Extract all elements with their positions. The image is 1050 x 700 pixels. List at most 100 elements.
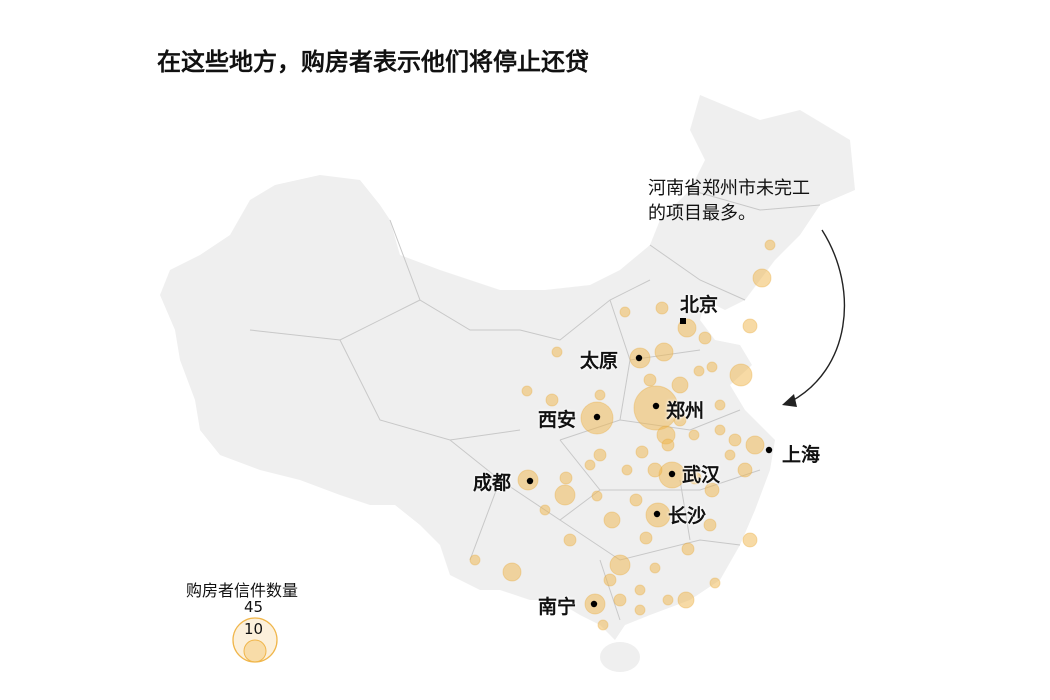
city-dot-chengdu: [526, 477, 534, 485]
letter-count-bubble: [704, 482, 720, 498]
letter-count-bubble: [635, 445, 649, 459]
letter-count-bubble: [634, 584, 646, 596]
city-dot-taiyuan: [635, 354, 643, 362]
letter-count-bubble: [649, 562, 661, 574]
province-border: [649, 244, 746, 301]
city-label-xian: 西安: [538, 409, 577, 431]
letter-count-bubble: [681, 542, 695, 556]
letter-count-bubble: [688, 429, 700, 441]
letter-count-bubble: [545, 393, 559, 407]
city-label-nanning: 南宁: [538, 596, 577, 618]
arrow-head: [782, 394, 797, 407]
legend-value-large: 45: [244, 598, 264, 616]
city-dot-shanghai: [765, 446, 773, 454]
province-border: [559, 519, 741, 561]
legend-circle-small: [243, 639, 267, 663]
annotation-line-2: 的项目最多。: [648, 203, 756, 224]
province-border: [449, 439, 601, 521]
letter-count-bubble: [693, 365, 705, 377]
china-land: [160, 95, 855, 640]
bubbles: [469, 239, 776, 631]
letter-count-bubble: [752, 268, 772, 288]
letter-count-bubble: [714, 424, 726, 436]
letter-count-bubble: [655, 301, 669, 315]
letter-count-bubble: [554, 484, 576, 506]
city-label-changsha: 长沙: [668, 505, 707, 527]
province-border: [339, 339, 521, 441]
province-border: [519, 279, 651, 341]
letter-count-bubble: [688, 471, 702, 485]
letter-count-bubble: [597, 619, 609, 631]
annotation-arrow: [789, 229, 846, 403]
letter-count-bubble: [469, 554, 481, 566]
province-border: [469, 479, 501, 561]
letter-count-bubble: [724, 449, 736, 461]
letter-count-bubble: [706, 361, 718, 373]
legend-value-small: 10: [244, 620, 264, 638]
letter-count-bubble: [634, 604, 646, 616]
letter-count-bubble: [593, 448, 607, 462]
letter-count-bubble: [603, 511, 621, 529]
letter-count-bubble: [647, 462, 663, 478]
city-dot-wuhan: [668, 470, 676, 478]
province-border: [389, 219, 520, 331]
letter-count-bubble: [621, 464, 633, 476]
city-dot-zhengzhou: [652, 402, 660, 410]
letter-count-bubble: [703, 518, 717, 532]
letter-count-bubble: [539, 504, 551, 516]
hainan-island: [600, 642, 640, 672]
letter-count-bubble: [662, 594, 674, 606]
land: [160, 95, 855, 672]
letter-count-bubble: [591, 490, 603, 502]
letter-count-bubble: [521, 385, 533, 397]
province-border: [599, 559, 621, 621]
city-dot-nanning: [590, 600, 598, 608]
letter-count-bubble: [661, 438, 675, 452]
letter-count-bubble: [551, 346, 563, 358]
letter-count-bubble: [584, 459, 596, 471]
letter-count-bubble: [742, 532, 758, 548]
legend-title: 购房者信件数量: [186, 581, 299, 600]
letter-count-bubble: [594, 389, 606, 401]
letter-count-bubble: [629, 493, 643, 507]
letter-count-bubble: [654, 342, 674, 362]
letter-count-bubble: [563, 533, 577, 547]
letter-count-bubble: [559, 471, 573, 485]
letter-count-bubble: [619, 306, 631, 318]
annotation-line-1: 河南省郑州市未完工: [648, 178, 810, 199]
letter-count-bubble: [764, 239, 776, 251]
city-dot-changsha: [653, 510, 661, 518]
province-border: [559, 439, 761, 491]
letter-count-bubble: [698, 331, 712, 345]
letter-count-bubble: [643, 373, 657, 387]
letter-count-bubble: [714, 399, 726, 411]
letter-count-bubble: [639, 531, 653, 545]
letter-count-bubble: [603, 573, 617, 587]
letter-count-bubble: [737, 462, 753, 478]
capital-marker-beijing: [680, 318, 686, 324]
letter-count-bubble: [677, 591, 695, 609]
city-label-wuhan: 武汉: [682, 464, 721, 486]
letter-count-bubble: [745, 435, 765, 455]
city-dots: [526, 318, 773, 608]
province-border: [689, 189, 821, 211]
province-border: [679, 479, 691, 541]
letter-count-bubble: [502, 562, 522, 582]
letter-count-bubble: [673, 413, 687, 427]
letter-count-bubble: [729, 363, 753, 387]
page-title: 在这些地方，购房者表示他们将停止还贷: [157, 48, 589, 76]
city-label-chengdu: 成都: [473, 472, 512, 494]
city-label-beijing: 北京: [680, 294, 719, 316]
letter-count-bubble: [613, 593, 627, 607]
city-label-zhengzhou: 郑州: [666, 400, 705, 422]
letter-count-bubble: [742, 318, 758, 334]
annotation: 河南省郑州市未完工 的项目最多。: [648, 176, 810, 226]
letter-count-bubble: [671, 376, 689, 394]
city-label-taiyuan: 太原: [580, 350, 619, 372]
letter-count-bubble: [709, 577, 721, 589]
letter-count-bubble: [609, 554, 631, 576]
city-label-shanghai: 上海: [782, 444, 821, 466]
letter-count-bubble: [728, 433, 742, 447]
